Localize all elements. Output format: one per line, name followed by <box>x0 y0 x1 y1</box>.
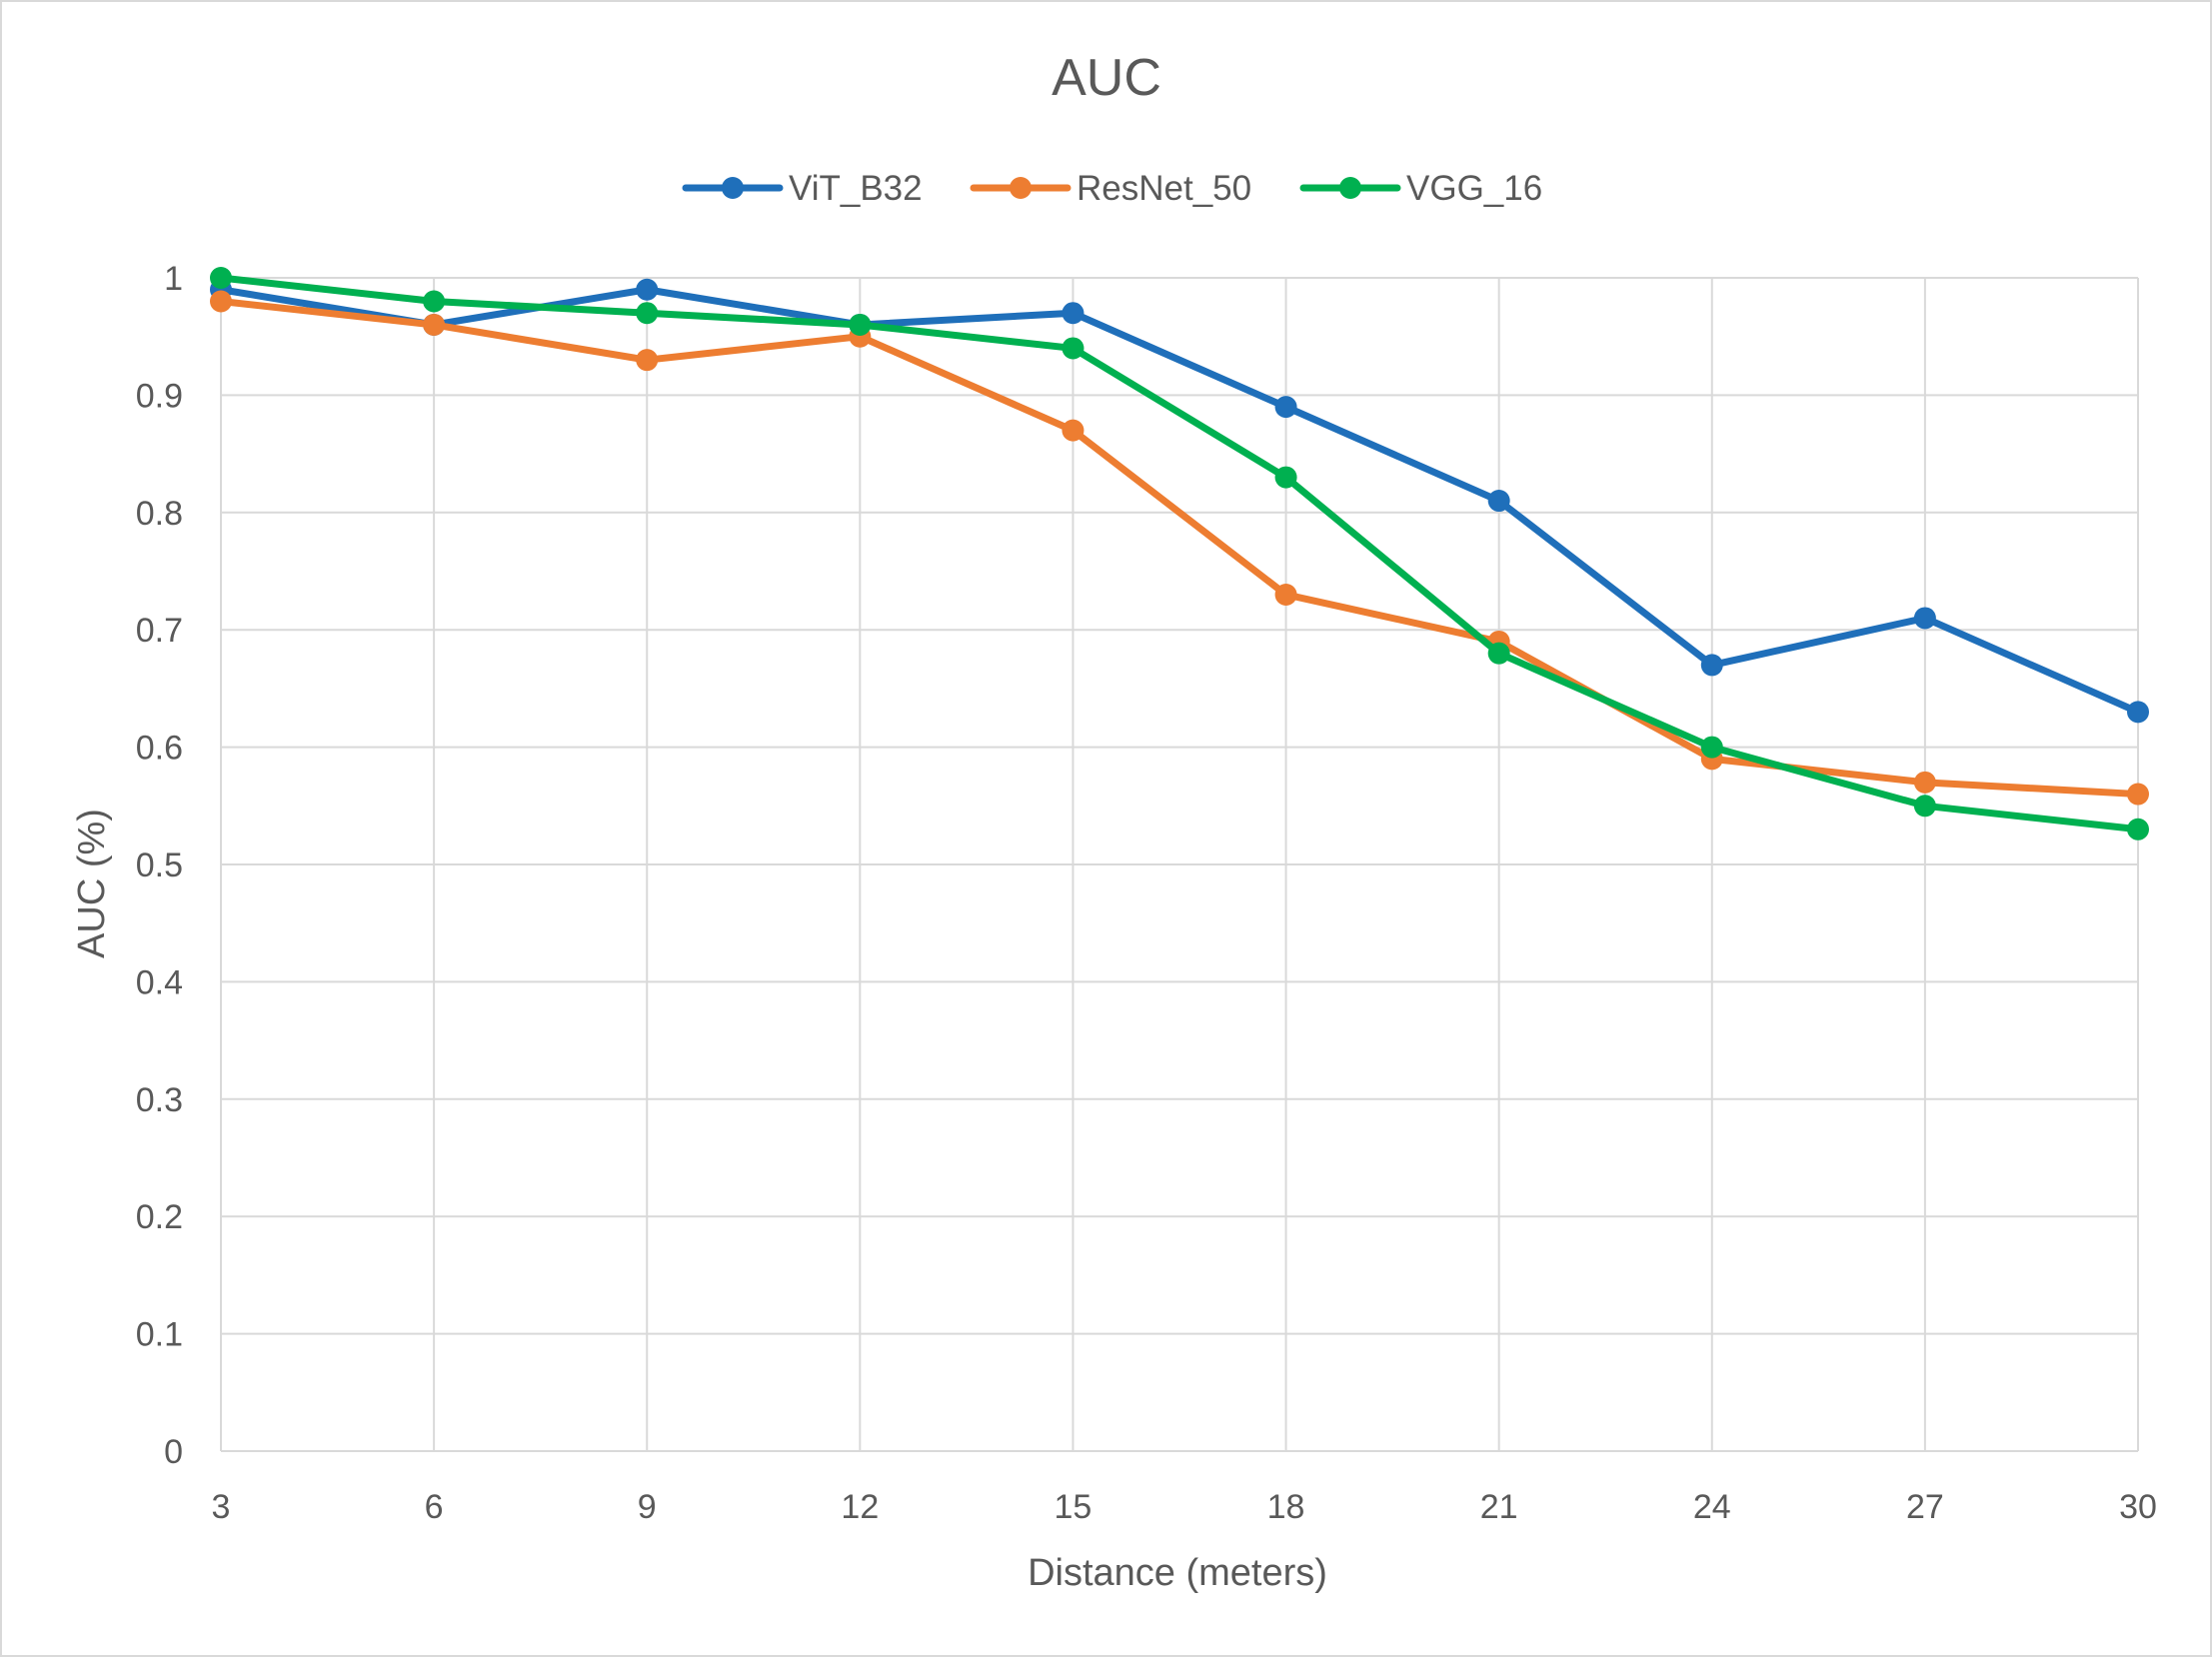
x-tick-label: 18 <box>1267 1488 1305 1526</box>
series-vit-b32 <box>210 278 2149 724</box>
legend-item-vgg-16: VGG_16 <box>1299 169 1542 208</box>
data-point-vgg-16 <box>849 313 872 336</box>
legend: ViT_B32 ResNet_50 VGG_16 <box>682 169 1542 208</box>
data-point-vit-b32 <box>636 278 659 301</box>
y-tick-label: 0.7 <box>136 612 183 650</box>
legend-marker <box>722 177 744 199</box>
x-tick-label: 24 <box>1693 1488 1731 1526</box>
data-point-vit-b32 <box>1913 607 1936 630</box>
data-point-vgg-16 <box>1700 736 1723 759</box>
legend-label: ResNet_50 <box>1077 169 1251 208</box>
data-point-resnet-50 <box>210 290 232 313</box>
series-vgg-16 <box>210 267 2149 840</box>
legend-label: ViT_B32 <box>789 169 923 208</box>
x-tick-label: 21 <box>1480 1488 1518 1526</box>
data-point-vgg-16 <box>1487 642 1510 665</box>
x-tick-label: 30 <box>2119 1488 2157 1526</box>
data-point-vgg-16 <box>1274 466 1297 489</box>
data-point-vit-b32 <box>1487 490 1510 513</box>
x-tick-label: 3 <box>212 1488 231 1526</box>
data-point-resnet-50 <box>1062 419 1085 442</box>
x-tick-label: 9 <box>638 1488 657 1526</box>
data-point-vgg-16 <box>1062 337 1085 360</box>
series-resnet-50 <box>210 290 2149 806</box>
gridlines <box>220 277 2139 1452</box>
data-point-resnet-50 <box>423 313 446 336</box>
data-point-vgg-16 <box>636 302 659 325</box>
y-tick-label: 0.1 <box>136 1316 183 1354</box>
y-tick-label: 0 <box>164 1433 183 1471</box>
data-point-vit-b32 <box>1062 302 1085 325</box>
data-point-vgg-16 <box>423 290 446 313</box>
data-point-resnet-50 <box>636 349 659 372</box>
y-tick-label: 0.9 <box>136 377 183 415</box>
y-tick-label: 0.2 <box>136 1198 183 1236</box>
y-axis-ticks: 0 0.1 0.2 0.3 0.4 0.5 0.6 0.7 0.8 0.9 1 <box>136 260 183 1471</box>
x-axis-ticks: 3 6 9 12 15 18 21 24 27 30 <box>212 1488 2157 1526</box>
chart-title: AUC <box>1052 49 1161 107</box>
legend-item-resnet-50: ResNet_50 <box>970 169 1251 208</box>
data-point-vit-b32 <box>2127 701 2149 724</box>
data-point-resnet-50 <box>2127 783 2149 806</box>
legend-label: VGG_16 <box>1406 169 1542 208</box>
series-line-vgg-16 <box>217 274 2142 833</box>
x-tick-label: 15 <box>1055 1488 1093 1526</box>
data-point-vit-b32 <box>1274 396 1297 419</box>
series-line-vit-b32 <box>217 286 2142 716</box>
data-point-resnet-50 <box>1913 771 1936 794</box>
y-tick-label: 0.8 <box>136 495 183 533</box>
x-tick-label: 27 <box>1906 1488 1944 1526</box>
legend-item-vit-b32: ViT_B32 <box>682 169 923 208</box>
y-tick-label: 0.6 <box>136 730 183 768</box>
legend-marker <box>1339 177 1361 199</box>
y-tick-label: 0.4 <box>136 963 183 1001</box>
data-point-vgg-16 <box>2127 818 2149 840</box>
series-line-resnet-50 <box>217 297 2142 799</box>
legend-marker <box>1010 177 1032 199</box>
y-tick-label: 1 <box>164 260 183 298</box>
x-tick-label: 12 <box>841 1488 879 1526</box>
x-axis-title: Distance (meters) <box>1028 1552 1327 1594</box>
y-tick-label: 0.5 <box>136 846 183 884</box>
y-tick-label: 0.3 <box>136 1081 183 1119</box>
data-point-vgg-16 <box>210 267 232 289</box>
data-point-vgg-16 <box>1913 795 1936 818</box>
series-layer <box>210 267 2149 840</box>
data-point-vit-b32 <box>1700 654 1723 677</box>
data-point-resnet-50 <box>1274 583 1297 606</box>
y-axis-title: AUC (%) <box>71 809 113 958</box>
x-tick-label: 6 <box>425 1488 444 1526</box>
